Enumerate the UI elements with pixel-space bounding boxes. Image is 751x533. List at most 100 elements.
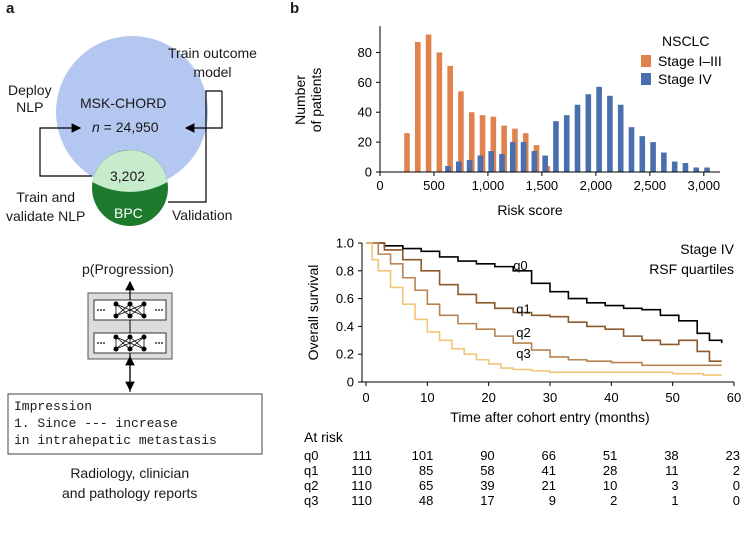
bar-stage-iv — [455, 161, 462, 172]
bar-stage-iv — [585, 94, 592, 172]
cohort-name: MSK-CHORD — [80, 95, 167, 111]
at-risk-value: 66 — [542, 448, 556, 463]
at-risk-value: 110 — [351, 478, 372, 493]
bar-stage-iv — [466, 160, 473, 172]
legend-label: Stage I–III — [658, 53, 722, 69]
cohort-n: n = 24,950 — [92, 119, 159, 135]
survival-curve-q2 — [366, 242, 722, 367]
km-x-tick-label: 10 — [420, 390, 434, 405]
hist-x-tick-label: 500 — [423, 178, 445, 193]
bar-stage-i-iii — [501, 125, 507, 172]
at-risk-value: 1 — [671, 493, 678, 508]
at-risk-row-label: q0 — [304, 448, 318, 463]
overlap-region — [92, 150, 168, 192]
panel-a-label: a — [6, 0, 15, 17]
bar-stage-iv — [445, 166, 451, 172]
km-x-tick-label: 30 — [543, 390, 557, 405]
at-risk-value: 51 — [603, 448, 617, 463]
km-x-tick-label: 50 — [665, 390, 679, 405]
cohort-n-value: = 24,950 — [99, 119, 159, 135]
survival-curve-q1 — [366, 242, 722, 362]
bar-stage-i-iii — [425, 34, 432, 173]
bar-stage-iv — [671, 161, 678, 172]
at-risk-row-label: q1 — [304, 463, 318, 478]
hist-y-tick-label: 80 — [358, 45, 372, 60]
hist-y-tick-label: 20 — [358, 135, 372, 150]
survival-plot: 0 10 20 30 40 50 60 00.20.40.60.81.0 q0q1q2q3 … — [304, 236, 741, 509]
at-risk-value: 2 — [733, 463, 740, 478]
survival-curve-q0 — [366, 242, 723, 344]
at-risk-value: 11 — [665, 463, 679, 478]
legend-label: Stage IV — [658, 71, 712, 87]
km-y-tick-label: 0.8 — [336, 263, 354, 278]
overlap-count: 3,202 — [110, 168, 146, 184]
bar-stage-iv — [542, 155, 548, 172]
validation-label: Validation — [172, 207, 233, 223]
at-risk-value: 101 — [412, 448, 434, 463]
survival-curve-q3 — [366, 242, 722, 376]
at-risk-value: 110 — [351, 493, 372, 508]
bar-stage-iv — [499, 154, 505, 172]
bar-stage-iv — [531, 151, 538, 172]
km-y-tick-label: 0.4 — [336, 319, 354, 334]
legend-swatch — [641, 73, 651, 85]
legend-swatch — [641, 55, 651, 67]
at-risk-value: 65 — [419, 478, 433, 493]
at-risk-value: 58 — [480, 463, 494, 478]
nn-dots — [97, 309, 163, 344]
bar-stage-iv — [563, 115, 570, 172]
bar-stage-iv — [553, 121, 559, 172]
report-text: Impression 1. Since --- increase in intr… — [14, 398, 217, 449]
hist-x-tick-label: 3,000 — [688, 178, 721, 193]
train-outcome-label: Train outcome model — [168, 45, 257, 80]
at-risk-row-label: q3 — [304, 493, 318, 508]
hist-y-tick-label: 40 — [358, 105, 372, 120]
bar-stage-iv — [488, 151, 494, 172]
report-line: 1. Since --- increase — [14, 416, 178, 431]
report-line: in intrahepatic metastasis — [14, 433, 217, 448]
report-box — [7, 393, 263, 455]
at-risk-value: 17 — [480, 493, 494, 508]
hist-y-label-line2: of patients — [308, 68, 324, 133]
curve-label-q0: q0 — [513, 258, 527, 273]
bar-stage-i-iii — [436, 52, 443, 172]
km-x-label: Time after cohort entry (months) — [450, 409, 649, 425]
msk-chord-circle — [56, 36, 208, 188]
at-risk-value: 23 — [726, 448, 740, 463]
km-y-tick-label: 0 — [347, 375, 354, 390]
legend-title: NSCLC — [662, 33, 709, 49]
km-y-label: Overall survival — [305, 265, 321, 361]
at-risk-value: 3 — [671, 478, 678, 493]
hist-x-tick-label: 1,000 — [472, 178, 505, 193]
deploy-nlp-arrow — [39, 123, 92, 177]
at-risk-value: 10 — [603, 478, 617, 493]
at-risk-value: 48 — [419, 493, 433, 508]
train-outcome-arrow — [184, 91, 223, 133]
hist-y-label-line1: Number — [292, 75, 308, 125]
report-caption: Radiology, clinician and pathology repor… — [62, 465, 198, 501]
hist-x-tick-label: 2,000 — [580, 178, 613, 193]
bar-stage-iv — [682, 163, 689, 172]
bar-stage-i-iii — [458, 91, 464, 172]
validation-line — [168, 90, 222, 203]
km-x-tick-label: 40 — [604, 390, 618, 405]
km-y-tick-label: 0.2 — [336, 347, 354, 362]
panel-a-diagram — [7, 36, 263, 455]
at-risk-value: 2 — [610, 493, 617, 508]
km-title-line1: Stage IV — [680, 241, 734, 257]
risk-score-histogram: 0 500 1,000 1,500 2,000 2,500 3,000 020406080 … — [292, 26, 722, 218]
bar-stage-i-iii — [490, 116, 497, 172]
hist-x-tick-label: 0 — [376, 178, 383, 193]
bar-stage-iv — [520, 142, 527, 172]
km-y-tick-label: 0.6 — [336, 291, 354, 306]
km-x-tick-label: 60 — [727, 390, 741, 405]
at-risk-value: 39 — [480, 478, 494, 493]
at-risk-value: 90 — [480, 448, 494, 463]
hist-x-tick-label: 1,500 — [526, 178, 559, 193]
at-risk-row-label: q2 — [304, 478, 318, 493]
bar-stage-iv — [704, 167, 710, 172]
report-line: Impression — [14, 399, 93, 414]
km-y-tick-label: 1.0 — [336, 236, 354, 251]
train-validate-label: Train and validate NLP — [6, 189, 86, 224]
at-risk-title: At risk — [304, 429, 344, 445]
